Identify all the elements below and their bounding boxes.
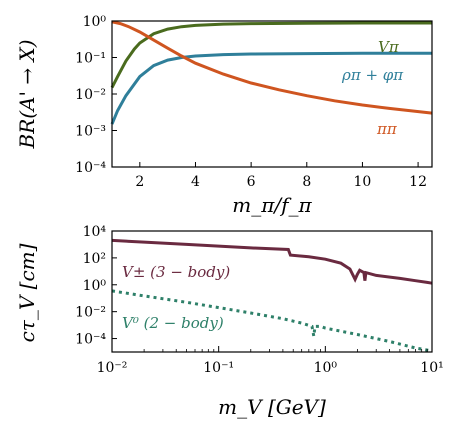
annotation-vpi: Vπ: [378, 38, 400, 56]
bottom-y-tick-label-3: 10⁻²: [75, 305, 106, 321]
annotation-v-neutral: V⁰ (2 − body): [122, 314, 224, 332]
bottom-x-ticks: 10⁻² 10⁻¹ 10⁰ 10¹: [97, 346, 444, 376]
top-x-axis-label: m_π/f_π: [232, 193, 312, 217]
top-y-axis-label: BR(A' → X): [15, 39, 39, 149]
bottom-x-tick-label-0: 10⁻²: [97, 360, 128, 376]
bottom-y-tick-label-4: 10⁻⁴: [75, 332, 106, 348]
top-series-line-0: [110, 21, 432, 89]
annotation-v-charged: V± (3 − body): [122, 263, 230, 281]
bottom-y-tick-label-1: 10²: [83, 251, 106, 267]
bottom-y-ticks: 10⁴ 10² 10⁰ 10⁻² 10⁻⁴: [75, 224, 117, 348]
top-y-tick-label-3: 10⁻³: [75, 124, 106, 140]
top-y-ticks: 10⁰ 10⁻¹ 10⁻² 10⁻³ 10⁻⁴: [75, 14, 117, 176]
top-y-tick-label-2: 10⁻²: [75, 87, 106, 103]
top-x-ticks: 2 4 6 8 10 12: [135, 162, 427, 190]
top-series-lines: [110, 20, 433, 125]
top-x-tick-label-5: 12: [409, 174, 427, 190]
annotation-pipi: ππ: [376, 120, 398, 138]
bottom-x-axis-label: m_V [GeV]: [218, 395, 326, 419]
bottom-series-line-1: [111, 289, 433, 353]
bottom-y-tick-label-2: 10⁰: [83, 278, 107, 294]
top-x-tick-label-1: 4: [191, 174, 200, 190]
top-x-tick-label-3: 8: [302, 174, 311, 190]
bottom-series-line-0: [111, 238, 433, 285]
top-y-tick-label-1: 10⁻¹: [75, 51, 106, 67]
bottom-x-tick-label-3: 10¹: [420, 360, 443, 376]
lifetime-panel: 10⁻² 10⁻¹ 10⁰ 10¹ 10⁴ 10² 10⁰ 10⁻² 10⁻⁴ cτ_V [c…: [15, 224, 444, 419]
top-y-tick-label-4: 10⁻⁴: [75, 160, 106, 176]
top-x-tick-label-4: 10: [354, 174, 372, 190]
bottom-axes-frame: [111, 230, 433, 353]
top-x-tick-label-0: 2: [135, 174, 144, 190]
top-y-tick-label-0: 10⁰: [83, 14, 107, 30]
annotation-rhopi-phipi: ρπ + φπ: [341, 66, 404, 84]
bottom-series-lines: [111, 238, 433, 353]
bottom-x-tick-label-2: 10⁰: [314, 360, 338, 376]
top-series-line-2: [111, 20, 433, 115]
bottom-x-tick-label-1: 10⁻¹: [203, 360, 234, 376]
bottom-y-axis-label: cτ_V [cm]: [15, 243, 39, 342]
top-x-tick-label-2: 6: [247, 174, 256, 190]
bottom-y-tick-label-0: 10⁴: [83, 224, 107, 240]
